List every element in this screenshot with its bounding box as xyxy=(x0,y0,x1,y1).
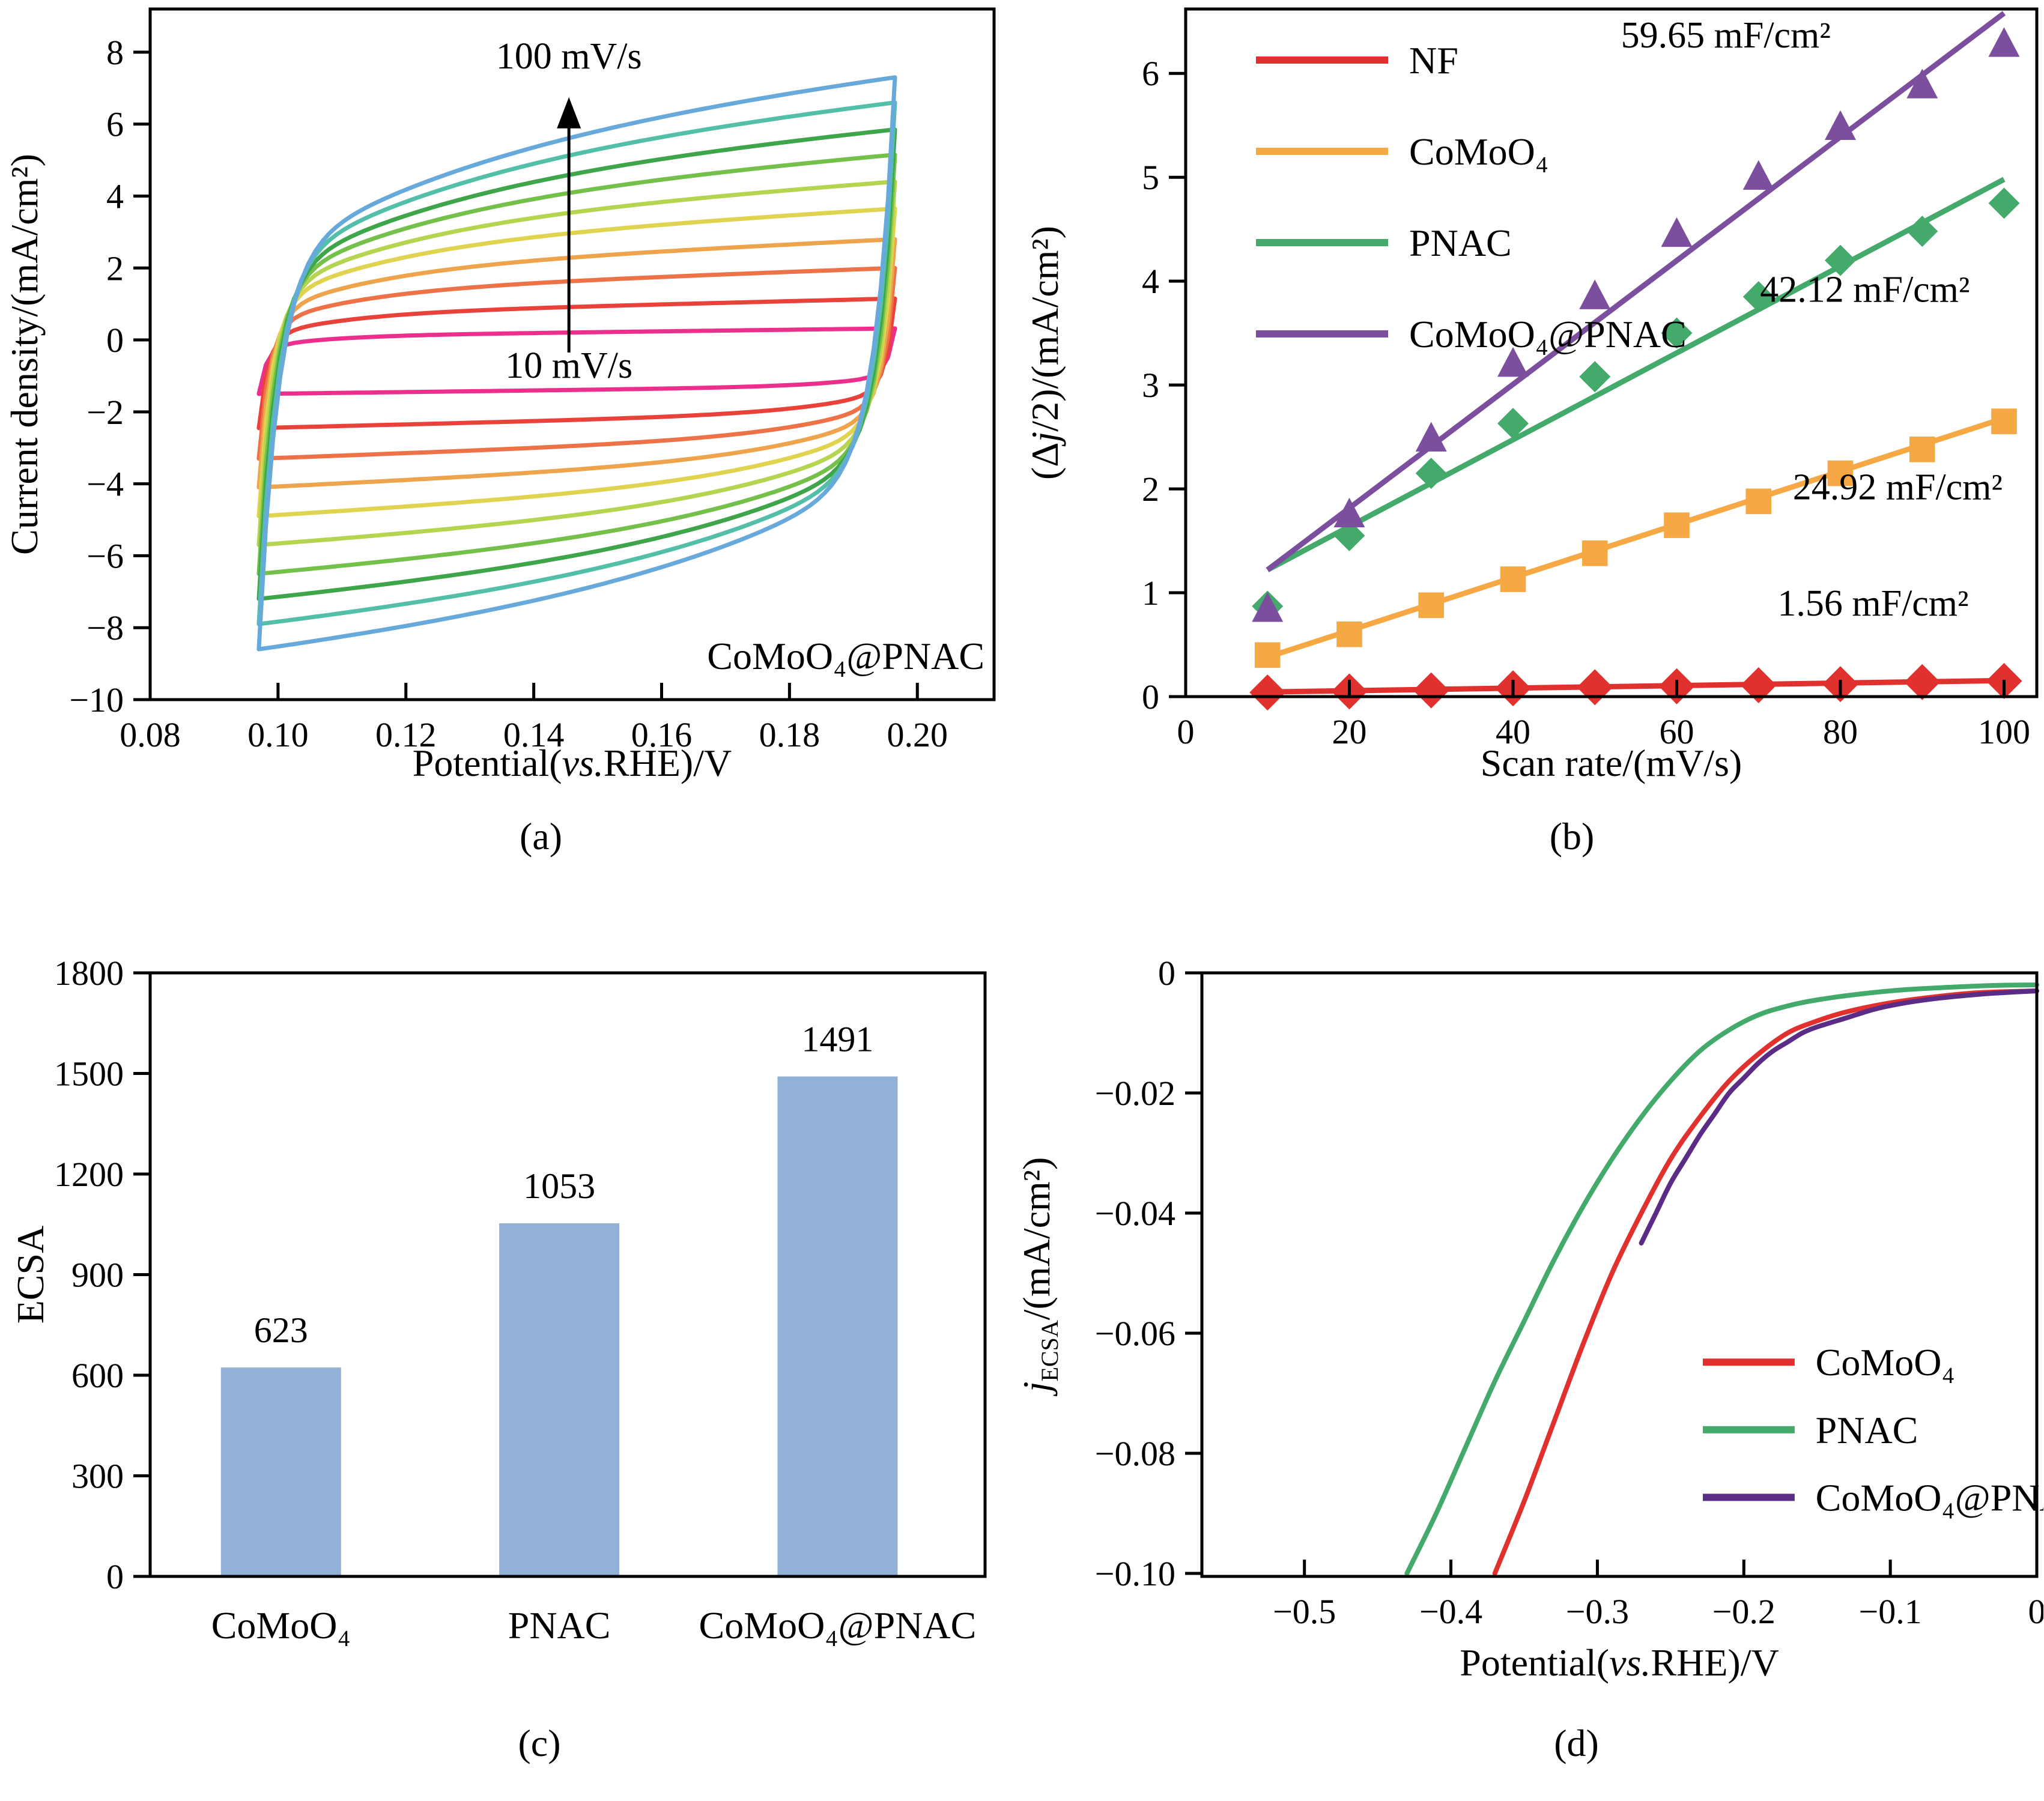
svg-text:40: 40 xyxy=(1496,712,1530,751)
svg-text:Current density/(mA/cm²): Current density/(mA/cm²) xyxy=(3,154,46,555)
svg-text:1.56 mF/cm²: 1.56 mF/cm² xyxy=(1777,583,1968,624)
svg-text:80: 80 xyxy=(1823,712,1858,751)
svg-text:20: 20 xyxy=(1332,712,1367,751)
svg-text:−0.1: −0.1 xyxy=(1859,1592,1922,1631)
svg-text:6: 6 xyxy=(1142,54,1159,93)
svg-text:0.08: 0.08 xyxy=(120,715,181,754)
svg-text:4: 4 xyxy=(106,177,124,216)
svg-text:1800: 1800 xyxy=(54,954,124,993)
svg-text:−0.5: −0.5 xyxy=(1273,1592,1336,1631)
cv-curves-chart: 100 mV/s 10 mV/s CoMoO₄@PNAC 0.08 0.10 0.12 0.… xyxy=(3,7,996,784)
svg-text:PNAC: PNAC xyxy=(1816,1409,1918,1451)
panel-d-label: (d) xyxy=(1554,1722,1599,1764)
svg-text:CoMoO₄@PNAC: CoMoO₄@PNAC xyxy=(1816,1476,2043,1519)
svg-text:−0.04: −0.04 xyxy=(1095,1194,1175,1233)
svg-text:1491: 1491 xyxy=(801,1020,873,1059)
svg-text:PNAC: PNAC xyxy=(508,1604,611,1647)
svg-text:0.20: 0.20 xyxy=(887,715,948,754)
panel-b-label: (b) xyxy=(1549,815,1595,858)
svg-text:623: 623 xyxy=(254,1310,308,1350)
svg-text:CoMoO₄@PNAC: CoMoO₄@PNAC xyxy=(1409,313,1687,356)
svg-text:0.10: 0.10 xyxy=(247,715,309,754)
svg-text:NF: NF xyxy=(1409,39,1458,82)
svg-text:4: 4 xyxy=(1142,262,1159,301)
svg-text:−0.3: −0.3 xyxy=(1566,1592,1629,1631)
svg-text:0: 0 xyxy=(2028,1592,2044,1631)
svg-text:0: 0 xyxy=(1158,954,1175,993)
svg-text:0: 0 xyxy=(106,1557,124,1596)
svg-text:8: 8 xyxy=(106,33,124,72)
svg-text:59.65 mF/cm²: 59.65 mF/cm² xyxy=(1621,15,1831,56)
svg-text:−6: −6 xyxy=(86,536,124,575)
svg-text:3: 3 xyxy=(1142,366,1159,405)
panel-c: 623 CoMoO₄ 1053 PNAC 1491 CoMoO₄@PNAC 0 300 600 9… xyxy=(0,901,1022,1801)
svg-text:−0.4: −0.4 xyxy=(1419,1592,1482,1631)
svg-text:2: 2 xyxy=(106,249,124,288)
svg-text:0: 0 xyxy=(106,321,124,360)
svg-text:PNAC: PNAC xyxy=(1409,222,1512,264)
svg-text:100: 100 xyxy=(1978,712,2030,751)
panel-d: CoMoO₄ PNAC CoMoO₄@PNAC −0.5 −0.4 −0.3 −0.2 −0.… xyxy=(1022,901,2044,1801)
svg-text:CoMoO₄@PNAC: CoMoO₄@PNAC xyxy=(707,635,984,677)
svg-text:−0.10: −0.10 xyxy=(1095,1554,1175,1593)
svg-text:−8: −8 xyxy=(86,608,124,647)
svg-text:jECSA/(mA/cm²): jECSA/(mA/cm²) xyxy=(1022,1157,1063,1397)
svg-text:CoMoO₄: CoMoO₄ xyxy=(1816,1341,1955,1384)
svg-text:0.14: 0.14 xyxy=(503,715,565,754)
svg-text:−10: −10 xyxy=(69,680,124,719)
svg-text:2: 2 xyxy=(1142,470,1159,509)
svg-text:300: 300 xyxy=(71,1457,124,1496)
svg-text:6: 6 xyxy=(106,105,124,144)
panel-c-label: (c) xyxy=(518,1722,561,1764)
svg-text:−2: −2 xyxy=(86,393,124,432)
svg-text:−0.02: −0.02 xyxy=(1095,1074,1175,1113)
svg-text:60: 60 xyxy=(1660,712,1694,751)
svg-text:Potential(vs.RHE)/V: Potential(vs.RHE)/V xyxy=(1460,1641,1779,1684)
svg-text:42.12 mF/cm²: 42.12 mF/cm² xyxy=(1760,270,1970,310)
ecsa-bar-chart: 623 CoMoO₄ 1053 PNAC 1491 CoMoO₄@PNAC 0 300 600 9… xyxy=(9,954,987,1647)
svg-text:ECSA: ECSA xyxy=(9,1226,52,1324)
capacitance-scatter-chart: 1.56 mF/cm² 24.92 mF/cm² 42.12 mF/cm² 59.65… xyxy=(1024,7,2039,784)
svg-text:(Δj/2)/(mA/cm²): (Δj/2)/(mA/cm²) xyxy=(1024,226,1066,480)
svg-text:1: 1 xyxy=(1142,574,1159,613)
panel-a: 100 mV/s 10 mV/s CoMoO₄@PNAC 0.08 0.10 0.12 0.… xyxy=(0,0,1022,901)
svg-text:100 mV/s: 100 mV/s xyxy=(496,36,642,77)
svg-text:0.16: 0.16 xyxy=(631,715,693,754)
svg-text:CoMoO₄: CoMoO₄ xyxy=(211,1604,351,1647)
svg-text:Potential(vs.RHE)/V: Potential(vs.RHE)/V xyxy=(413,742,732,784)
svg-text:0: 0 xyxy=(1177,712,1195,751)
svg-text:900: 900 xyxy=(71,1256,124,1295)
svg-text:CoMoO₄: CoMoO₄ xyxy=(1409,130,1548,173)
svg-text:24.92 mF/cm²: 24.92 mF/cm² xyxy=(1793,467,2003,507)
svg-text:0: 0 xyxy=(1142,677,1159,716)
svg-text:1053: 1053 xyxy=(523,1166,595,1206)
svg-text:−4: −4 xyxy=(86,465,124,504)
svg-text:−0.08: −0.08 xyxy=(1095,1434,1175,1473)
svg-text:0.12: 0.12 xyxy=(375,715,437,754)
svg-text:600: 600 xyxy=(71,1356,124,1395)
svg-text:1200: 1200 xyxy=(54,1155,124,1194)
svg-text:5: 5 xyxy=(1142,158,1159,197)
svg-text:0.18: 0.18 xyxy=(759,715,820,754)
svg-text:Scan rate/(mV/s): Scan rate/(mV/s) xyxy=(1481,742,1742,784)
svg-text:−0.2: −0.2 xyxy=(1712,1592,1776,1631)
panel-a-label: (a) xyxy=(519,815,563,858)
lsv-curves-chart: CoMoO₄ PNAC CoMoO₄@PNAC −0.5 −0.4 −0.3 −0.2 −0.… xyxy=(1022,954,2044,1684)
panel-b: 1.56 mF/cm² 24.92 mF/cm² 42.12 mF/cm² 59.65… xyxy=(1022,0,2044,901)
svg-text:1500: 1500 xyxy=(54,1055,124,1094)
svg-text:CoMoO₄@PNAC: CoMoO₄@PNAC xyxy=(699,1604,977,1647)
svg-text:10 mV/s: 10 mV/s xyxy=(505,345,632,386)
svg-text:−0.06: −0.06 xyxy=(1095,1314,1175,1353)
